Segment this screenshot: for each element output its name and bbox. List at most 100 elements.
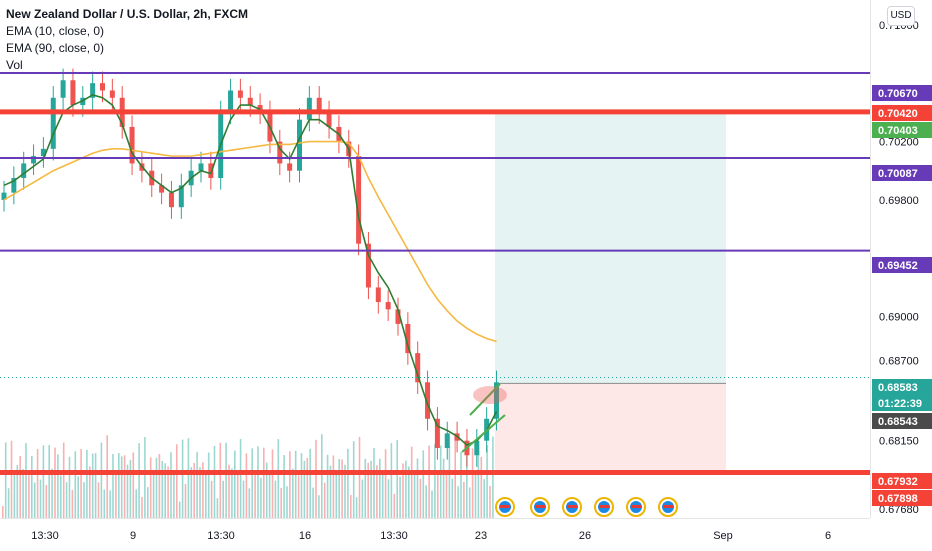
volume-bar bbox=[364, 458, 367, 518]
volume-bar bbox=[335, 472, 338, 518]
volume-bar bbox=[381, 471, 384, 518]
volume-bar bbox=[89, 466, 91, 518]
price-badge-label: 0.70670 bbox=[878, 88, 918, 100]
price-tick-label: 0.67680 bbox=[879, 504, 919, 516]
volume-bar bbox=[231, 468, 233, 518]
candle-body bbox=[444, 433, 450, 448]
volume-bar bbox=[161, 460, 164, 518]
volume-bar bbox=[277, 439, 280, 518]
volume-bar bbox=[402, 463, 404, 518]
volume-bar bbox=[19, 456, 21, 518]
volume-bar bbox=[39, 479, 42, 518]
candle-body bbox=[415, 353, 421, 383]
price-badge bbox=[872, 473, 932, 489]
time-tick-label: 13:30 bbox=[31, 530, 59, 542]
chart-plot-area[interactable] bbox=[0, 0, 870, 518]
ema10-line bbox=[3, 93, 498, 446]
volume-bar bbox=[74, 451, 77, 518]
volume-bar bbox=[355, 497, 358, 518]
economic-event-icon[interactable] bbox=[495, 497, 515, 517]
candle-body bbox=[109, 90, 115, 98]
volume-bar bbox=[350, 494, 352, 518]
volume-bar bbox=[7, 488, 10, 518]
economic-event-icon[interactable] bbox=[594, 497, 614, 517]
price-badge-label: 0.67898 bbox=[878, 493, 918, 505]
price-badge-label: 0.67932 bbox=[878, 476, 918, 488]
volume-bar bbox=[387, 479, 390, 518]
candle-body bbox=[168, 192, 174, 208]
economic-event-icon[interactable] bbox=[530, 497, 550, 517]
candle-body bbox=[40, 148, 46, 157]
price-scale[interactable]: 0.710000.702000.698000.690000.687000.681… bbox=[870, 0, 932, 518]
candle-body bbox=[405, 323, 411, 354]
candle-body bbox=[326, 112, 332, 127]
candle-body bbox=[277, 141, 283, 164]
candle-body bbox=[70, 80, 76, 106]
volume-bar bbox=[97, 482, 100, 518]
volume-bar bbox=[158, 454, 161, 518]
volume-bar bbox=[379, 458, 381, 518]
volume-bar bbox=[239, 438, 242, 518]
price-badge bbox=[872, 413, 932, 429]
indicator-volume-label[interactable]: Vol bbox=[6, 58, 23, 72]
currency-button[interactable]: USD bbox=[887, 6, 915, 26]
volume-bar bbox=[106, 435, 108, 518]
candle-body bbox=[159, 185, 165, 193]
volume-bar bbox=[390, 443, 393, 518]
volume-bar bbox=[184, 483, 187, 518]
price-tick-label: 0.69000 bbox=[879, 312, 919, 324]
price-badge-label: 0.70087 bbox=[878, 168, 918, 180]
volume-bar bbox=[190, 467, 193, 518]
economic-event-icon[interactable] bbox=[658, 497, 678, 517]
volume-bar bbox=[167, 466, 169, 518]
volume-bar bbox=[170, 452, 172, 518]
volume-bar bbox=[434, 443, 436, 518]
volume-bar bbox=[112, 453, 114, 518]
volume-bar bbox=[54, 447, 56, 518]
price-badge-label: 0.68543 bbox=[878, 416, 918, 428]
volume-bar bbox=[384, 449, 387, 518]
volume-bar bbox=[486, 445, 488, 518]
volume-bar bbox=[242, 480, 245, 518]
volume-bar bbox=[103, 489, 106, 518]
volume-bar bbox=[292, 468, 294, 518]
volume-bar bbox=[45, 485, 48, 518]
volume-bar bbox=[120, 456, 123, 518]
volume-bar bbox=[326, 454, 329, 518]
volume-bar bbox=[312, 487, 314, 518]
candle-body bbox=[228, 90, 234, 113]
candle-body bbox=[178, 185, 184, 208]
price-badge-label: 01:22:39 bbox=[878, 398, 922, 410]
volume-bar bbox=[425, 485, 427, 518]
indicator-ema90-label[interactable]: EMA (90, close, 0) bbox=[6, 41, 105, 55]
time-scale[interactable]: 13:30 9 13:30 16 13:30 23 26 Sep 6 bbox=[0, 518, 870, 551]
economic-event-icon[interactable] bbox=[626, 497, 646, 517]
volume-bar bbox=[265, 462, 268, 518]
volume-bar bbox=[80, 448, 82, 518]
volume-bar bbox=[248, 488, 251, 518]
candle-body bbox=[494, 382, 499, 419]
volume-bar bbox=[16, 465, 19, 518]
channel-upper-line bbox=[469, 383, 501, 416]
volume-bar bbox=[222, 480, 224, 518]
volume-bar bbox=[173, 473, 175, 518]
price-tick-label: 0.68700 bbox=[879, 355, 919, 367]
candle-body bbox=[306, 97, 312, 120]
time-tick-label: 23 bbox=[475, 530, 487, 542]
volume-bar bbox=[228, 464, 230, 518]
volume-bar bbox=[329, 465, 332, 518]
symbol-title[interactable]: New Zealand Dollar / U.S. Dollar, 2h, FX… bbox=[6, 7, 249, 21]
volume-bar bbox=[4, 442, 7, 518]
price-badge bbox=[872, 257, 932, 273]
volume-bar bbox=[118, 453, 120, 518]
volume-bar bbox=[480, 456, 483, 518]
volume-bar bbox=[123, 455, 126, 518]
volume-bar bbox=[358, 436, 361, 518]
volume-bar bbox=[176, 444, 178, 518]
volume-bar bbox=[33, 482, 36, 518]
indicator-ema10-label[interactable]: EMA (10, close, 0) bbox=[6, 24, 105, 38]
economic-event-icon[interactable] bbox=[562, 497, 582, 517]
volume-bar bbox=[454, 435, 456, 518]
volume-bar bbox=[352, 441, 355, 518]
